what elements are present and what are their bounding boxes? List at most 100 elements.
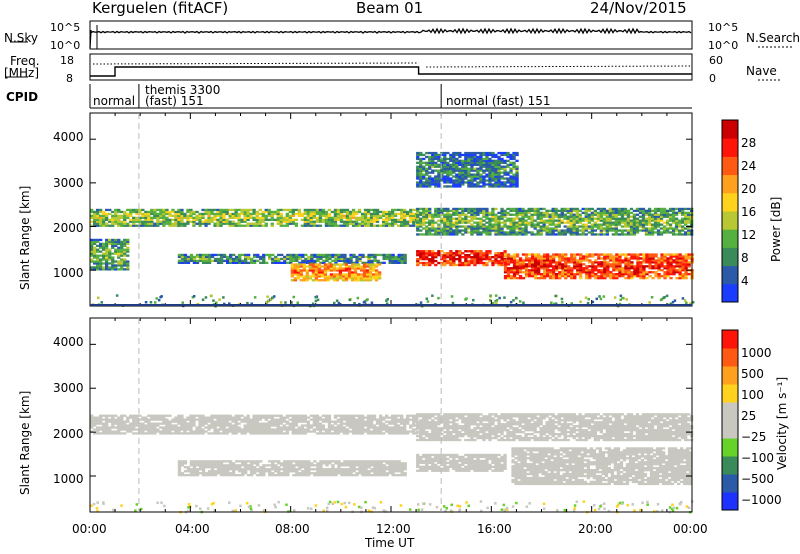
power-cell <box>566 215 570 218</box>
power-cell <box>518 221 522 224</box>
power-cell <box>614 207 618 211</box>
power-cell <box>180 224 184 227</box>
velocity-cell <box>279 422 283 425</box>
power-cell <box>99 264 103 267</box>
power-cell <box>314 275 318 278</box>
power-cell <box>461 175 465 178</box>
power-cell <box>473 185 477 188</box>
power-cell <box>279 208 283 212</box>
power-cell <box>262 255 266 259</box>
power-cell <box>618 257 622 260</box>
power-cell <box>105 262 109 265</box>
power-cell <box>452 151 456 155</box>
power-scatter-cell <box>669 302 673 305</box>
power-cell <box>687 253 691 256</box>
power-cell <box>296 269 300 272</box>
power-cell <box>575 231 579 234</box>
velocity-cell <box>357 418 362 421</box>
power-cell <box>515 153 519 157</box>
power-cell <box>470 157 474 161</box>
velocity-cell <box>165 418 169 421</box>
power-cell <box>409 220 413 223</box>
power-cell <box>684 277 688 280</box>
power-cell <box>581 211 585 214</box>
velocity-cell <box>201 424 205 427</box>
power-cell <box>431 163 435 166</box>
velocity-cell <box>216 416 220 419</box>
power-cell <box>244 255 248 259</box>
velocity-cell <box>186 422 190 425</box>
power-cell <box>476 177 480 180</box>
power-cell <box>512 221 516 224</box>
power-cell <box>243 224 247 227</box>
power-cell <box>497 165 501 168</box>
velocity-cell <box>177 414 181 417</box>
power-cell <box>337 259 341 262</box>
power-cell <box>650 225 655 228</box>
power-cell <box>648 257 652 260</box>
power-cell <box>485 151 489 155</box>
velocity-cell <box>174 416 178 419</box>
power-cell <box>288 218 292 221</box>
power-cell <box>369 208 374 212</box>
xtick-5: 20:00 <box>578 522 613 536</box>
power-cell <box>636 273 640 276</box>
power-cell <box>524 275 529 278</box>
power-cell <box>114 252 118 255</box>
power-cell <box>294 222 298 225</box>
power-cell <box>446 161 450 164</box>
velocity-cell <box>213 420 217 423</box>
power-cell <box>512 219 516 222</box>
power-cell <box>458 254 462 257</box>
power-cell <box>425 173 429 176</box>
nave-tick-top: 60 <box>709 54 723 67</box>
power-cell <box>326 275 331 278</box>
power-cell <box>573 277 577 280</box>
power-cell <box>569 229 573 232</box>
power-cell <box>534 273 538 276</box>
power-cell <box>515 255 520 258</box>
velocity-cell <box>318 432 323 435</box>
power-cell <box>641 207 646 211</box>
power-cell <box>540 275 544 278</box>
power-cell <box>467 157 471 161</box>
velocity-cell <box>351 432 356 435</box>
power-cell <box>425 256 429 259</box>
power-cell <box>123 264 127 267</box>
power-cell <box>102 266 106 269</box>
power-cell <box>656 229 661 232</box>
power-cell <box>452 256 456 259</box>
power-cell <box>207 222 211 225</box>
power-cell <box>159 212 163 216</box>
power-cell <box>533 207 537 211</box>
power-cell <box>394 259 398 262</box>
velocity-cell <box>138 424 142 427</box>
power-cell <box>443 167 447 170</box>
velocity-cell <box>225 418 229 421</box>
velocity-cell <box>222 428 226 431</box>
power-cell <box>617 217 622 220</box>
power-cell <box>366 220 371 223</box>
power-cell <box>485 215 489 218</box>
velocity-cell <box>351 430 356 433</box>
power-cell <box>612 267 616 270</box>
power-cell <box>374 269 379 272</box>
power-cell <box>575 219 579 222</box>
velocity-cell <box>300 432 304 435</box>
power-cell <box>549 259 553 262</box>
power-cell <box>569 221 573 224</box>
power-cell <box>428 161 432 164</box>
power-cell <box>270 224 274 227</box>
power-cell <box>512 265 517 268</box>
velocity-cell <box>375 420 380 423</box>
power-cell <box>588 277 592 280</box>
power-cell <box>485 179 489 182</box>
power-cell <box>437 225 441 228</box>
power-cell <box>111 256 115 259</box>
velocity-cell <box>198 422 202 425</box>
power-cell <box>360 214 365 217</box>
power-cell <box>503 277 508 280</box>
power-cell <box>309 224 313 227</box>
power-cell <box>126 240 130 243</box>
power-cell <box>261 210 265 214</box>
